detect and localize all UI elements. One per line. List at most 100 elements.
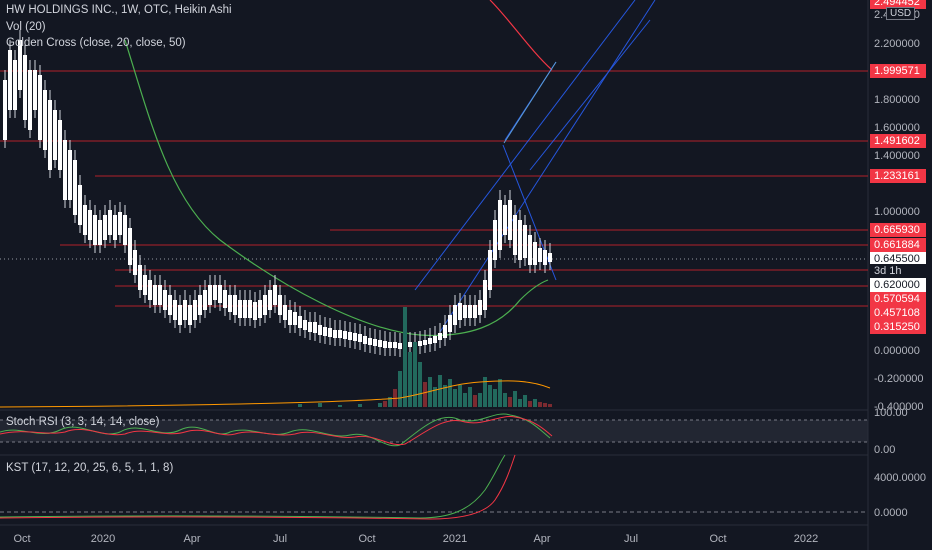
candle-body [63, 140, 67, 200]
candle-body [448, 315, 452, 332]
candle-body [433, 336, 437, 343]
candle-body [93, 215, 97, 245]
time-tick-label: Jul [624, 533, 638, 545]
price-tick-label: -0.200000 [874, 373, 924, 385]
volume-bar [463, 393, 467, 407]
candle-body [128, 228, 132, 265]
candle-body [298, 316, 302, 328]
volume-bar [508, 397, 512, 407]
golden-cross-fast-ma [124, 39, 549, 337]
candle-body [238, 300, 242, 318]
trend-channel [414, 0, 656, 333]
candle-body [133, 250, 137, 275]
candle-body [358, 334, 362, 342]
symbol-legend-title[interactable]: HW HOLDINGS INC., 1W, OTC, Heikin Ashi [6, 4, 232, 16]
candle-body [303, 320, 307, 330]
candle-body [313, 322, 317, 333]
candle-body [8, 50, 12, 110]
volume-bar [383, 401, 387, 407]
candle-body [248, 300, 252, 318]
candle-body [88, 210, 92, 240]
currency-button[interactable]: USD [886, 7, 916, 20]
candle-body [473, 305, 477, 318]
candle-body [483, 280, 487, 310]
candle-body [488, 250, 492, 290]
price-label: 1.999571 [870, 64, 926, 78]
price-tick-label: 1.400000 [874, 150, 920, 162]
time-axis[interactable]: Oct 2020 Apr Jul Oct 2021 Apr Jul Oct 2022 [13, 533, 818, 545]
volume-bar [518, 399, 522, 407]
volume-bar [413, 342, 417, 407]
candle-body [78, 185, 82, 225]
candle-body [388, 342, 392, 348]
candle-body [273, 285, 277, 305]
volume-bar [398, 371, 402, 407]
price-label: 0.661884 [870, 238, 926, 252]
candle-body [418, 341, 422, 346]
volume-bar [438, 375, 442, 407]
price-label: 1.233161 [870, 169, 926, 183]
candle-body [178, 305, 182, 325]
price-tick-label: 0.000000 [874, 345, 920, 357]
candle-body [443, 325, 447, 338]
volume-bar [548, 404, 552, 407]
volume-bars [298, 307, 552, 407]
candle-body [258, 300, 262, 318]
volume-bar [513, 391, 517, 407]
candle-body [18, 40, 22, 90]
candle-body [143, 275, 147, 295]
candle-body [193, 300, 197, 320]
volume-bar [538, 402, 542, 407]
candle-body [408, 342, 412, 347]
volume-bar [338, 405, 342, 407]
volume-bar [478, 393, 482, 407]
volume-bar [458, 385, 462, 407]
volume-bar [423, 382, 427, 407]
kst-legend[interactable]: KST (17, 12, 20, 25, 6, 5, 1, 1, 8) [6, 462, 174, 474]
candle-body [378, 340, 382, 347]
candle-body [138, 265, 142, 290]
volume-bar [408, 352, 412, 407]
candle-body [68, 150, 72, 200]
candle-body [118, 212, 122, 235]
candle-body [463, 305, 467, 318]
kst-axis-top: 4000.0000 [874, 472, 926, 484]
volume-bar [418, 362, 422, 407]
price-tick-label: 2.200000 [874, 38, 920, 50]
candle-body [223, 290, 227, 308]
price-label: 0.620000 [870, 278, 926, 292]
candle-body [153, 285, 157, 305]
candle-body [53, 110, 57, 160]
volume-bar [473, 395, 477, 407]
golden-cross-legend[interactable]: Golden Cross (close, 20, close, 50) [6, 37, 186, 49]
price-tick-label: 1.600000 [874, 122, 920, 134]
candle-body [283, 305, 287, 320]
candle-body [293, 312, 297, 325]
stoch-axis-bottom: 0.00 [874, 444, 895, 456]
candle-body [83, 205, 87, 235]
volume-bar [378, 403, 382, 407]
volume-bar [488, 385, 492, 407]
candle-body [478, 300, 482, 315]
candle-body [513, 215, 517, 255]
candle-body [328, 328, 332, 337]
candle-body [43, 90, 47, 150]
stoch-rsi-legend[interactable]: Stoch RSI (3, 3, 14, 14, close) [6, 416, 160, 428]
kst-signal-line [0, 454, 516, 520]
candle-body [253, 302, 257, 320]
price-label: 1.491602 [870, 134, 926, 148]
volume-bar [443, 385, 447, 407]
candle-body [278, 295, 282, 315]
time-tick-label: 2020 [91, 533, 115, 545]
candle-body [98, 220, 102, 245]
candle-body [73, 160, 77, 215]
candle-body [438, 333, 442, 340]
kst-axis-zero: 0.0000 [874, 507, 908, 519]
candle-body [498, 200, 502, 250]
candle-body [468, 305, 472, 318]
candle-body [23, 55, 27, 120]
volume-bar [498, 379, 502, 407]
candle-body [173, 300, 177, 320]
volume-legend[interactable]: Vol (20) [6, 21, 46, 33]
